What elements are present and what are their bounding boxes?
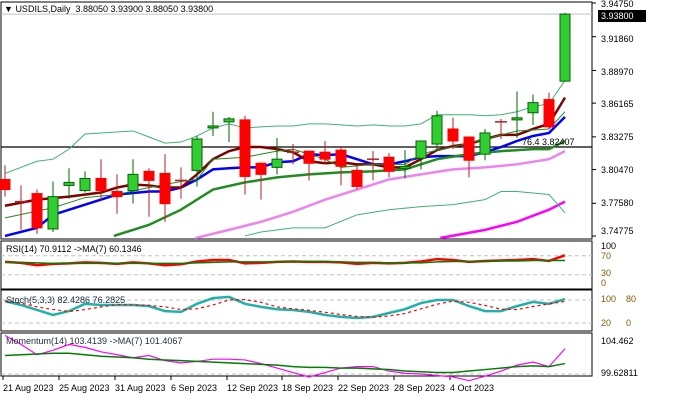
rsi-level-70: 70 [601,251,612,261]
price-tick: 3.80470 [601,165,634,175]
bands-line [4,80,566,174]
ma-200-line [439,200,566,240]
candle-bullish [431,115,443,145]
candle-bullish [527,102,539,114]
ma-long-line [195,150,566,240]
bands-line [244,190,566,237]
stoch-main-line [4,295,566,320]
candle-bullish [191,138,203,171]
chart-title: ▼ USDILS,Daily 3.88050 3.93900 3.88050 3… [4,4,213,14]
rsi-ma-line [5,259,566,265]
candle-bullish [207,125,219,129]
momentum-level-bottom: 99.62811 [601,368,638,378]
candle-bearish [159,172,171,205]
momentum-level-top: 104.462 [601,336,634,346]
candle-bearish [303,150,315,164]
candle-bearish [463,136,475,161]
momentum-label: Momentum(14) 103.4139 ->MA(7) 101.4067 [6,336,183,346]
panel-frame [0,1,593,240]
panel-frame [0,289,593,332]
ohlc-readout: 3.88050 3.93900 3.88050 3.93800 [75,4,214,14]
date-tick: 6 Sep 2023 [171,383,218,393]
candle-bearish [447,128,459,142]
price-tick: 3.94750 [601,0,634,9]
date-tick: 12 Sep 2023 [227,383,279,393]
date-tick: 22 Sep 2023 [338,383,390,393]
date-tick: 25 Aug 2023 [59,383,110,393]
ma-slow-line [4,111,566,219]
momentum-line [4,334,566,382]
candle-bullish [223,118,235,123]
rsi-label: RSI(14) 70.9112 ->MA(7) 60.1346 [6,244,142,254]
momentum-ma-line [4,352,566,374]
panel-frame [0,240,593,290]
candle-bullish [399,165,411,169]
candle-bearish [239,119,251,177]
candle-bearish [95,177,107,192]
stoch-level-80: 80 [626,294,637,304]
last-price-badge: 3.93800 [598,10,646,22]
price-tick: 3.77580 [601,198,634,208]
candle-bearish [0,178,11,191]
price-tick: 3.74775 [601,226,634,236]
price-tick: 3.88970 [601,67,634,77]
candle-bearish [319,151,331,160]
price-tick: 3.91860 [601,34,634,44]
date-tick: 31 Aug 2023 [115,383,166,393]
candle-bullish [559,13,571,82]
date-tick: 18 Sep 2023 [282,383,334,393]
date-tick: 4 Oct 2023 [450,383,495,393]
rsi-level-30: 30 [601,268,612,278]
collapse-triangle-icon[interactable]: ▼ [4,4,13,14]
candle-bearish [335,149,347,167]
candle-bullish [271,158,283,168]
candle-bullish [47,196,59,230]
date-tick: 28 Sep 2023 [394,383,446,393]
symbol-label: USDILS,Daily [15,4,71,14]
candle-bearish [543,99,555,128]
stoch-level-20: 20 [601,318,612,328]
candle-bearish [143,170,155,181]
candle-bullish [415,140,427,159]
stoch-level-100: 100 [601,294,617,304]
stoch-level-0: 0 [626,318,632,328]
fib-level-label: 76.4 3.82407 [522,137,575,147]
rsi-level-0: 0 [601,278,607,288]
candle-bullish [511,117,523,121]
candle-bearish [31,193,43,229]
candle-bearish [383,156,395,172]
price-tick: 3.86165 [601,99,634,109]
stoch-signal-line [4,299,566,318]
candle-bullish [127,173,139,192]
candle-bullish [63,181,75,186]
stoch-label: Stoch(5,3,3) 82.4286 76.2825 [6,295,126,305]
candle-bearish [351,169,363,187]
candle-bearish [111,190,123,198]
date-tick: 21 Aug 2023 [3,383,54,393]
panel-frame [0,332,593,377]
candle-bearish [255,162,267,175]
candle-bullish [79,177,91,192]
candle-bullish [479,132,491,155]
rsi-level-100: 100 [601,241,617,251]
price-tick: 3.83275 [601,132,634,142]
